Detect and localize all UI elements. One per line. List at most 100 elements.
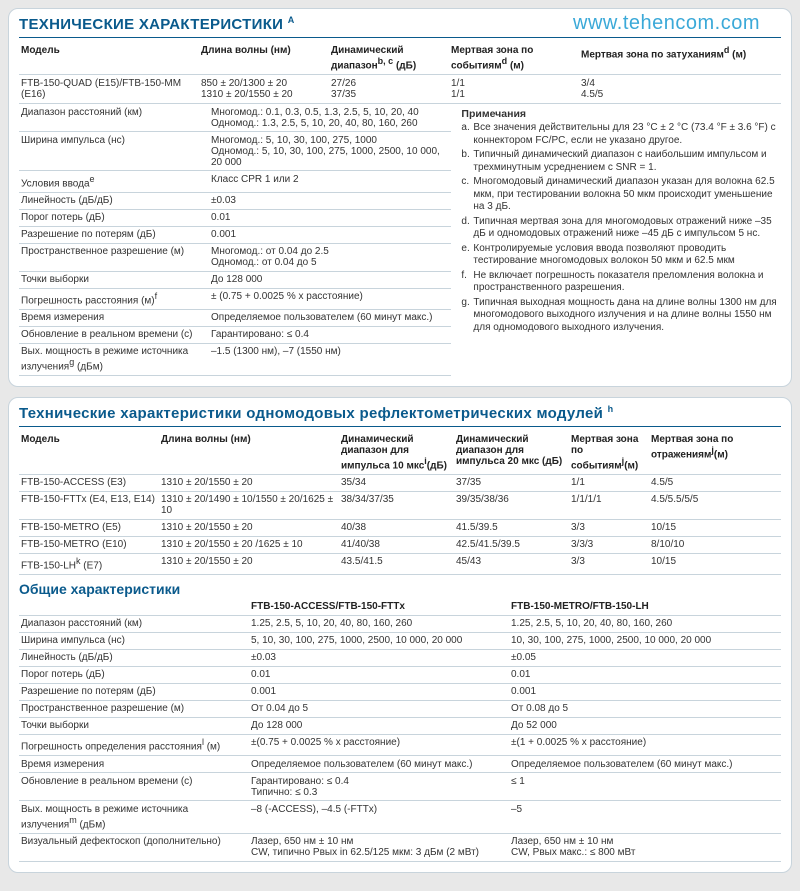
spec-panel-2: Технические характеристики одномодовых р…: [8, 397, 792, 872]
cell-dr20: 37/35: [454, 474, 569, 491]
cell-wl: 850 ± 20/1300 ± 20 1310 ± 20/1550 ± 20: [199, 75, 329, 104]
h2-model: Модель: [19, 431, 159, 474]
spec-key: Условия вводаe: [19, 171, 209, 192]
table-row: Диапазон расстояний (км)1.25, 2.5, 5, 10…: [19, 615, 781, 632]
gen-col-a: FTB-150-ACCESS/FTB-150-FTTx: [249, 599, 509, 616]
gen-key: Визуальный дефектоскоп (дополнительно): [19, 833, 249, 861]
cell-model: FTB-150-METRO (E5): [19, 519, 159, 536]
h-model: Модель: [19, 42, 199, 75]
note-item: f.Не включает погрешность показателя пре…: [461, 270, 781, 295]
gen-key: Точки выборки: [19, 717, 249, 734]
table-row: FTB-150-METRO (E5)1310 ± 20/1550 ± 2040/…: [19, 519, 781, 536]
table-row: Ширина импульса (нс)5, 10, 30, 100, 275,…: [19, 632, 781, 649]
table-row: Визуальный дефектоскоп (дополнительно) Ла…: [19, 833, 781, 861]
spec-val: Многомод.: 5, 10, 30, 100, 275, 1000Одно…: [209, 132, 451, 171]
gen-val-b: 10, 30, 100, 275, 1000, 2500, 10 000, 20…: [509, 632, 781, 649]
gen-val-b: 0.01: [509, 666, 781, 683]
cell-model: FTB-150-METRO (E10): [19, 536, 159, 553]
cell-model: FTB-150-ACCESS (E3): [19, 474, 159, 491]
table-row: Обновление в реальном времени (с)Гаранти…: [19, 773, 781, 801]
gen-key: Порог потерь (дБ): [19, 666, 249, 683]
spec-val: ± (0.75 + 0.0025 % x расстояние): [209, 288, 451, 309]
gen-key: Пространственное разрешение (м): [19, 700, 249, 717]
spec-val: 0.01: [209, 209, 451, 226]
cell-dr: 10/15: [649, 519, 781, 536]
gen-val-a: Определяемое пользователем (60 минут мак…: [249, 756, 509, 773]
table-row: Время измеренияОпределяемое пользователе…: [19, 309, 451, 326]
table-row: Погрешность расстояния (м)f± (0.75 + 0.0…: [19, 288, 451, 309]
spec-val: ±0.03: [209, 192, 451, 209]
spec-key: Пространственное разрешение (м): [19, 243, 209, 271]
cell-dr: 8/10/10: [649, 536, 781, 553]
table-row: Вых. мощность в режиме источника излучен…: [19, 801, 781, 833]
gen-val-b: От 0.08 до 5: [509, 700, 781, 717]
gen-val-a: 1.25, 2.5, 5, 10, 20, 40, 80, 160, 260: [249, 615, 509, 632]
table-row: FTB-150-FTTx (E4, E13, E14)1310 ± 20/149…: [19, 491, 781, 519]
gen-key: Разрешение по потерям (дБ): [19, 683, 249, 700]
spec-val: До 128 000: [209, 271, 451, 288]
gen-val-b: 0.001: [509, 683, 781, 700]
gen-key: Линейность (дБ/дБ): [19, 649, 249, 666]
gen-val-b: ±(1 + 0.0025 % x расстояние): [509, 734, 781, 755]
cell-wl: 1310 ± 20/1550 ± 20: [159, 553, 339, 574]
cell-dr10: 40/38: [339, 519, 454, 536]
table-row: Время измеренияОпределяемое пользователе…: [19, 756, 781, 773]
cell-model: FTB-150-LHk (E7): [19, 553, 159, 574]
spec-val: Определяемое пользователем (60 минут мак…: [209, 309, 451, 326]
gen-val-b: Лазер, 650 нм ± 10 нмCW, Рвых макс.: ≤ 8…: [509, 833, 781, 861]
cell-de: 1/1: [569, 474, 649, 491]
spec-key: Ширина импульса (нс): [19, 132, 209, 171]
h2-dr20: Динамический диапазон для импульса 20 мк…: [454, 431, 569, 474]
table-row: Разрешение по потерям (дБ)0.0010.001: [19, 683, 781, 700]
spec-key: Время измерения: [19, 309, 209, 326]
gen-val-a: 5, 10, 30, 100, 275, 1000, 2500, 10 000,…: [249, 632, 509, 649]
gen-val-b: 1.25, 2.5, 5, 10, 20, 40, 80, 160, 260: [509, 615, 781, 632]
table-row: Точки выборкиДо 128 000: [19, 271, 451, 288]
table-row: FTB-150-LHk (E7)1310 ± 20/1550 ± 2043.5/…: [19, 553, 781, 574]
spec-panel-1: ТЕХНИЧЕСКИЕ ХАРАКТЕРИСТИКИ a Модель Длин…: [8, 8, 792, 387]
spec-key: Порог потерь (дБ): [19, 209, 209, 226]
cell-wl: 1310 ± 20/1490 ± 10/1550 ± 20/1625 ± 10: [159, 491, 339, 519]
panel2-title: Технические характеристики одномодовых р…: [19, 404, 781, 427]
gen-key: Погрешность определения расстоянияl (м): [19, 734, 249, 755]
note-item: d.Типичная мертвая зона для многомодовых…: [461, 216, 781, 241]
cell-dr10: 35/34: [339, 474, 454, 491]
cell-model: FTB-150-QUAD (E15)/FTB-150-MM (E16): [19, 75, 199, 104]
cell-de: 1/1/1/1: [569, 491, 649, 519]
table-row: Условия вводаeКласс CPR 1 или 2: [19, 171, 451, 192]
table-row: Точки выборкиДо 128 000До 52 000: [19, 717, 781, 734]
cell-dr20: 41.5/39.5: [454, 519, 569, 536]
cell-de: 1/1 1/1: [449, 75, 579, 104]
panel2-general-table: FTB-150-ACCESS/FTB-150-FTTx FTB-150-METR…: [19, 599, 781, 862]
note-item: e.Контролируемые условия ввода позволяют…: [461, 243, 781, 268]
table-row: FTB-150-QUAD (E15)/FTB-150-MM (E16) 850 …: [19, 75, 781, 104]
cell-dr10: 41/40/38: [339, 536, 454, 553]
gen-val-a: ±0.03: [249, 649, 509, 666]
cell-dr: 4.5/5.5/5/5: [649, 491, 781, 519]
gen-key: Время измерения: [19, 756, 249, 773]
cell-dr10: 43.5/41.5: [339, 553, 454, 574]
cell-de: 3/3: [569, 553, 649, 574]
gen-key: Вых. мощность в режиме источника излучен…: [19, 801, 249, 833]
table-row: Обновление в реальном времени (с)Гаранти…: [19, 326, 451, 343]
gen-val-a: До 128 000: [249, 717, 509, 734]
gen-val-a: 0.01: [249, 666, 509, 683]
spec-key: Линейность (дБ/дБ): [19, 192, 209, 209]
h-wavelength: Длина волны (нм): [199, 42, 329, 75]
cell-dr: 27/26 37/35: [329, 75, 449, 104]
panel1-header-table: Модель Длина волны (нм) Динамический диа…: [19, 42, 781, 104]
h2-deadrf: Мертвая зона по отражениямj(м): [649, 431, 781, 474]
gen-val-b: ≤ 1: [509, 773, 781, 801]
cell-dr20: 39/35/38/36: [454, 491, 569, 519]
spec-val: Класс CPR 1 или 2: [209, 171, 451, 192]
gen-col-b: FTB-150-METRO/FTB-150-LH: [509, 599, 781, 616]
cell-wl: 1310 ± 20/1550 ± 20: [159, 519, 339, 536]
table-row: Разрешение по потерям (дБ)0.001: [19, 226, 451, 243]
cell-dr20: 45/43: [454, 553, 569, 574]
panel1-title-text: ТЕХНИЧЕСКИЕ ХАРАКТЕРИСТИКИ: [19, 16, 283, 33]
cell-wl: 1310 ± 20/1550 ± 20 /1625 ± 10: [159, 536, 339, 553]
gen-key: Ширина импульса (нс): [19, 632, 249, 649]
cell-dr20: 42.5/41.5/39.5: [454, 536, 569, 553]
spec-val: Многомод.: 0.1, 0.3, 0.5, 1.3, 2.5, 5, 1…: [209, 104, 451, 132]
gen-val-b: До 52 000: [509, 717, 781, 734]
